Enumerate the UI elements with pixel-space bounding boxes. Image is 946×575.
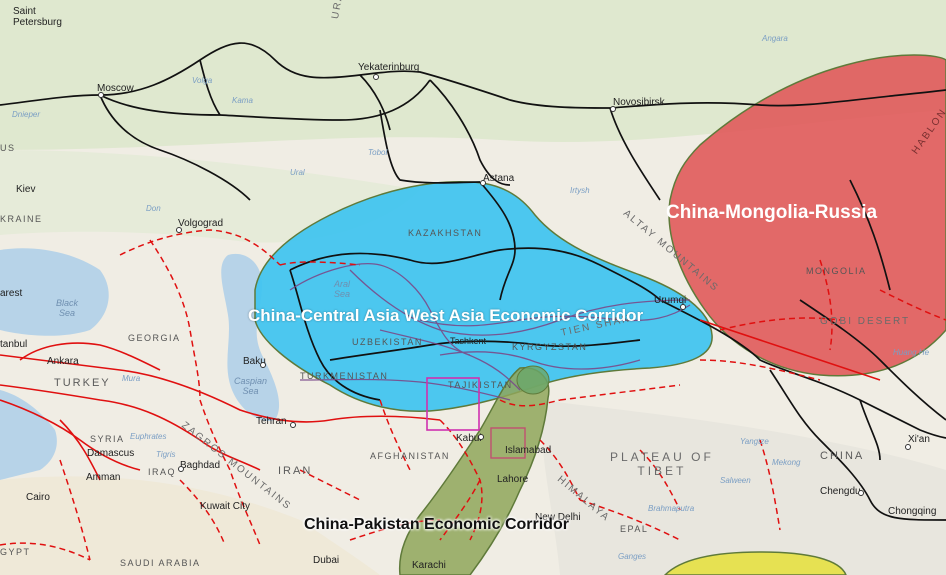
label-kuwait-city: Kuwait City (200, 501, 251, 512)
city-marker-urumqi[interactable] (680, 304, 686, 310)
label-ukraine: KRAINE (0, 214, 43, 224)
label-kabul: Kabul (456, 433, 482, 444)
label-kyrgyzstan: KYRGYZSTAN (512, 342, 588, 352)
label-novosibirsk: Novosibirsk (613, 97, 665, 108)
label-river-irtysh: Irtysh (570, 186, 590, 195)
city-marker-baku[interactable] (260, 362, 266, 368)
label-syria: SYRIA (90, 434, 125, 444)
label-afghanistan: AFGHANISTAN (370, 451, 450, 461)
city-marker-astana[interactable] (480, 180, 486, 186)
label-dubai: Dubai (313, 555, 340, 566)
label-cairo: Cairo (26, 492, 50, 503)
label-river-volga: Volga (192, 76, 213, 85)
label-river-salween: Salween (720, 476, 751, 485)
label-kazakhstan: KAZAKHSTAN (408, 228, 483, 238)
label-river-brahmaputra: Brahmaputra (648, 504, 695, 513)
label-river-tobol: Tobol (368, 148, 388, 157)
city-marker-novosibirsk[interactable] (610, 106, 616, 112)
label-river-kama: Kama (232, 96, 253, 105)
label-black-sea: Black Sea (56, 298, 79, 318)
city-marker-moscow[interactable] (98, 92, 104, 98)
label-tajikistan: TAJIKISTAN (448, 380, 513, 390)
label-river-don: Don (146, 204, 161, 213)
label-river-mura: Mura (122, 374, 141, 383)
label-aral-sea: Aral Sea (334, 279, 351, 299)
red-solid-routes (0, 319, 881, 481)
label-saudi-arabia: SAUDI ARABIA (120, 558, 201, 568)
label-nepal: EPAL (620, 524, 649, 534)
label-gobi-desert: GOBI DESERT (820, 316, 911, 327)
label-bucharest: arest (0, 288, 23, 299)
label-xian: Xi'an (908, 434, 930, 445)
city-marker-chengdu[interactable] (858, 490, 864, 496)
label-egypt: GYPT (0, 547, 31, 557)
label-china: CHINA (820, 450, 865, 462)
black-sea (0, 248, 109, 336)
label-central-asia-corridor: China-Central Asia West Asia Economic Co… (248, 306, 644, 325)
label-plateau-of-tibet: PLATEAU OF TIBET (610, 450, 714, 478)
label-river-dnieper: Dnieper (12, 110, 41, 119)
label-river-angara: Angara (762, 34, 788, 43)
label-river-yangtze: Yangtze (740, 437, 769, 446)
label-river-euphrates: Euphrates (130, 432, 167, 441)
label-mongolia: MONGOLIA (806, 266, 867, 276)
label-uzbekistan: UZBEKISTAN (352, 337, 423, 347)
label-ankara: Ankara (47, 356, 79, 367)
label-urumqi: Urumqi (654, 295, 687, 306)
label-saint-petersburg: Saint Petersburg (13, 6, 62, 28)
label-river-mekong: Mekong (772, 458, 801, 467)
label-iraq: IRAQ (148, 467, 177, 477)
label-turkmenistan: TURKMENISTAN (300, 371, 389, 381)
label-river-ural: Ural (290, 168, 305, 177)
label-river-ganges: Ganges (618, 552, 647, 561)
label-damascus: Damascus (87, 448, 135, 459)
label-china-pakistan-corridor: China-Pakistan Economic Corridor (304, 516, 569, 533)
islamabad-region-box (490, 427, 526, 459)
label-amman: Amman (86, 472, 121, 483)
label-karachi: Karachi (412, 560, 446, 571)
purple-routes (289, 263, 691, 401)
china-mongolia-russia-corridor (668, 54, 946, 377)
label-new-delhi: New Delhi (535, 512, 581, 523)
red-dashed-routes (0, 229, 946, 561)
label-tashkent: Tashkent (450, 336, 487, 346)
label-baghdad: Baghdad (180, 460, 221, 471)
city-marker-kabul[interactable] (478, 434, 484, 440)
label-chongqing: Chongqing (888, 506, 937, 517)
label-tehran: Tehran (256, 416, 287, 427)
label-volgograd: Volgograd (178, 218, 224, 229)
label-turkey: TURKEY (54, 377, 111, 389)
label-georgia: GEORGIA (128, 333, 181, 343)
railways (0, 42, 946, 521)
label-belarus: US (0, 143, 16, 153)
china-pakistan-corridor (398, 367, 550, 575)
label-yekaterinburg: Yekaterinburg (358, 62, 420, 73)
city-marker-volgograd[interactable] (176, 227, 182, 233)
label-moscow: Moscow (97, 83, 134, 94)
label-istanbul: tanbul (0, 339, 28, 350)
city-marker-tehran[interactable] (290, 422, 296, 428)
bcim-corridor (663, 551, 847, 575)
label-kiev: Kiev (16, 184, 36, 195)
city-marker-baghdad[interactable] (178, 466, 184, 472)
city-marker-yekaterinburg[interactable] (373, 74, 379, 80)
label-river-huang-he: Huang He (893, 348, 930, 357)
label-river-tigris: Tigris (156, 450, 176, 459)
label-chengdu: Chengdu (820, 486, 861, 497)
label-baku: Baku (243, 356, 266, 367)
label-islamabad: Islamabad (505, 445, 552, 456)
label-iran: IRAN (278, 465, 313, 477)
label-china-mongolia-russia: China-Mongolia-Russia (666, 202, 878, 223)
city-marker-xian[interactable] (905, 444, 911, 450)
label-lahore: Lahore (497, 474, 529, 485)
label-caspian-sea: Caspian Sea (234, 376, 268, 396)
caspian-sea (221, 253, 280, 421)
label-astana: Astana (483, 173, 515, 184)
tajik-region-box (426, 377, 480, 431)
